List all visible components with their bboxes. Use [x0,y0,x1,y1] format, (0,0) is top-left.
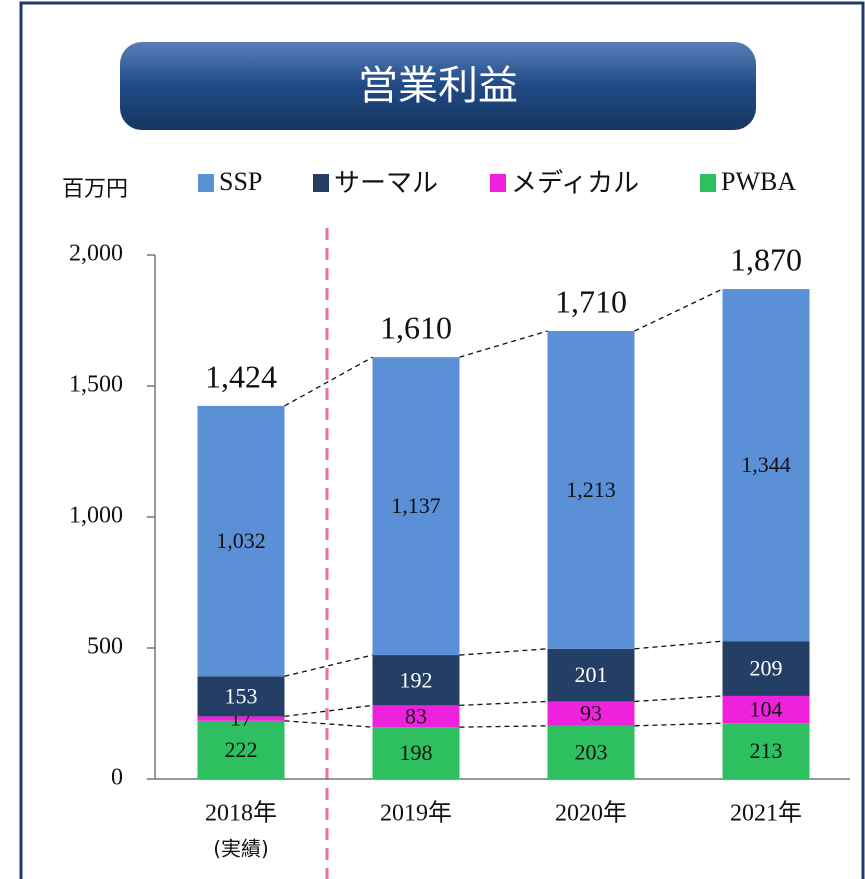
bar-segment [197,716,285,721]
data-label: 1,137 [391,493,441,518]
data-label: 153 [225,683,258,708]
data-label: 1,213 [566,477,616,502]
connector-line [284,654,373,677]
legend-label: サーマル [334,169,438,199]
frame [19,1,865,879]
data-label: 1,032 [216,528,266,553]
y-tick-label: 1,500 [69,372,123,398]
x-tick-label: 2018年 [205,800,277,827]
bar-segment [547,725,635,779]
total-label: 1,870 [730,241,802,277]
title-banner [120,42,756,130]
x-tick-note: (実績) [213,837,269,861]
total-label: 1,710 [555,283,627,319]
bar-segment [372,705,460,728]
y-tick-label: 2,000 [69,241,123,267]
legend-swatch [490,174,506,192]
data-label: 209 [750,656,783,681]
connector-line [284,704,373,718]
total-label: 1,424 [205,358,277,394]
y-tick-label: 1,000 [69,503,123,529]
total-label: 1,610 [380,310,452,346]
bar-segment [372,357,460,656]
bar-segment [547,701,635,726]
connector-line [459,648,548,656]
x-tick-label: 2019年 [380,800,452,827]
y-tick-label: 0 [111,765,123,791]
data-label: 83 [405,703,427,728]
bar-segment [722,723,810,779]
legend-label: SSP [219,167,262,196]
data-label: 222 [225,737,258,762]
bar-segment [197,676,285,717]
connector-line [634,640,723,650]
bar-segment [197,405,285,677]
bar-segment [547,330,635,649]
chart-title: 営業利益 [358,63,518,109]
connector-line [284,720,373,728]
connector-line [459,330,548,358]
data-label: 213 [750,738,783,763]
bar-segment [722,641,810,696]
bar-segment [722,289,810,642]
connector-line [459,725,548,728]
y-tick-label: 500 [87,634,123,660]
legend-label: メディカル [511,169,639,199]
data-label: 1,344 [741,452,791,477]
bar-segment [197,720,285,779]
x-tick-label: 2020年 [555,800,627,827]
legend-swatch [313,174,329,192]
x-tick-label: 2021年 [730,800,802,827]
connector-line [459,700,548,707]
bar-segment [372,727,460,779]
legend-label: PWBA [721,167,796,196]
connector-line [634,722,723,727]
data-label: 104 [750,697,783,722]
y-axis-label: 百万円 [62,177,128,202]
bar-segment [372,655,460,706]
connector-line [634,695,723,703]
data-label: 192 [400,667,433,692]
connector-line [634,288,723,332]
connector-line [284,356,373,407]
bar-segment [547,648,635,702]
legend-swatch [700,174,716,192]
legend-swatch [198,174,214,192]
data-label: 198 [400,740,433,765]
data-label: 201 [575,662,608,687]
data-label: 93 [580,701,602,726]
bar-segment [722,695,810,724]
data-label: 203 [575,739,608,764]
